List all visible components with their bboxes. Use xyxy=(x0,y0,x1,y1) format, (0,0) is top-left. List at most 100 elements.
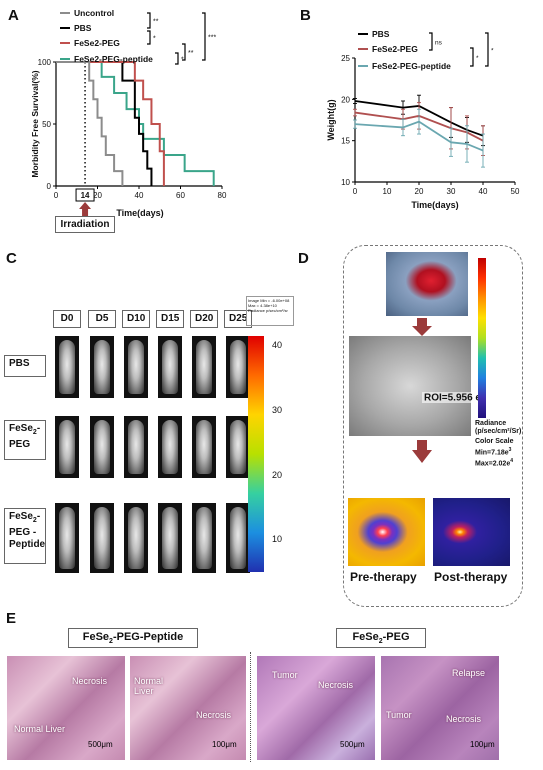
group-label: FeSe2-PEG -Peptide xyxy=(4,508,46,564)
y-tick-label: 100 xyxy=(38,58,52,67)
mouse-image xyxy=(226,336,250,398)
radiance-scale-title: Radiance (p/sec/cm²/Sr) xyxy=(475,420,522,435)
day-label: D20 xyxy=(190,310,218,328)
mouse-body xyxy=(128,340,144,394)
mouse-body xyxy=(162,507,178,569)
label-normal-liver-2: Normal Liver xyxy=(134,676,164,696)
significance-mark: ** xyxy=(153,19,159,26)
scale-min: Min=7.18e3 xyxy=(475,447,512,457)
irradiation-box: Irradiation xyxy=(55,216,115,233)
mouse-body xyxy=(59,340,75,394)
survival-curve xyxy=(56,61,165,186)
x-tick-label: 40 xyxy=(479,187,488,196)
histology-divider xyxy=(250,652,251,762)
histology-image-1 xyxy=(7,656,125,760)
group-label: FeSe2-PEG xyxy=(4,420,46,460)
significance-mark: *** xyxy=(208,35,216,42)
imaging-color-scale xyxy=(248,336,264,572)
mouse-image xyxy=(124,503,148,573)
x-tick-label: 20 xyxy=(415,187,424,196)
weight-line xyxy=(354,111,484,142)
label-necrosis-1: Necrosis xyxy=(72,676,108,686)
significance-bracket xyxy=(182,43,186,61)
x-tick-label: 0 xyxy=(54,191,59,200)
day-label: D0 xyxy=(53,310,81,328)
mouse-body xyxy=(162,420,178,474)
scale-bar-4: 100μm xyxy=(470,740,495,749)
legend-label: FeSe2-PEG-peptide xyxy=(372,61,451,71)
legend-label: Uncontrol xyxy=(74,8,114,18)
x-tick-label: 60 xyxy=(176,191,185,200)
significance-bracket xyxy=(147,12,151,29)
histology-title-right: FeSe2-PEG xyxy=(336,628,426,648)
label-tumor-3: Tumor xyxy=(272,670,298,680)
significance-mark: * xyxy=(153,36,156,43)
weight-line xyxy=(354,120,484,152)
label-tumor-4: Tumor xyxy=(386,710,412,720)
mouse-body xyxy=(230,507,246,569)
mouse-image xyxy=(158,503,182,573)
panel-label-c: C xyxy=(6,250,17,267)
day-label: D15 xyxy=(156,310,184,328)
histology-image-2 xyxy=(130,656,246,760)
x-tick-label: 50 xyxy=(511,187,520,196)
mouse-image xyxy=(158,416,182,478)
mouse-image xyxy=(124,416,148,478)
mouse-image xyxy=(55,416,79,478)
mouse-body xyxy=(196,507,212,569)
group-label: PBS xyxy=(4,355,46,377)
panel-label-a: A xyxy=(8,7,19,24)
mouse-body xyxy=(59,420,75,474)
x-tick-label: 40 xyxy=(135,191,144,200)
imaging-scale-caption: Image Min = -6.00e+08 Max = 4.38e+10 Rad… xyxy=(246,296,294,326)
x-tick-label: 20 xyxy=(93,191,102,200)
day-label: D10 xyxy=(122,310,150,328)
mouse-image xyxy=(90,503,114,573)
day-label: D25 xyxy=(224,310,252,328)
pre-therapy-label: Pre-therapy xyxy=(350,570,417,584)
mouse-body xyxy=(128,420,144,474)
color-scale-label: Color Scale xyxy=(475,438,514,445)
histology-title-left: FeSe2-PEG-Peptide xyxy=(68,628,198,648)
mouse-body xyxy=(94,420,110,474)
x-tick-label: 0 xyxy=(353,187,358,196)
therapy-arrows xyxy=(412,318,432,463)
mouse-body xyxy=(128,507,144,569)
down-arrow-icon xyxy=(412,318,432,336)
significance-bracket xyxy=(485,32,489,67)
significance-mark: ** xyxy=(188,50,194,57)
y-tick-label: 20 xyxy=(341,95,350,104)
survival-curve xyxy=(56,61,153,186)
survival-curve xyxy=(56,61,124,186)
x-axis-label: Time(days) xyxy=(411,200,458,210)
roi-text: ROI=5.956 e xyxy=(424,392,481,404)
x-tick-label: 80 xyxy=(218,191,227,200)
significance-bracket xyxy=(470,47,474,67)
y-tick-label: 25 xyxy=(341,54,350,63)
label-necrosis-3: Necrosis xyxy=(318,680,354,690)
significance-mark: * xyxy=(476,55,479,62)
up-arrow-icon xyxy=(79,202,92,216)
scale-bar-3: 500μm xyxy=(340,740,365,749)
down-arrow-icon xyxy=(412,440,432,463)
y-tick-label: 15 xyxy=(341,137,350,146)
y-tick-label: 0 xyxy=(47,182,52,191)
significance-bracket xyxy=(175,52,179,65)
x-tick-label: 30 xyxy=(447,187,456,196)
scale-bar-1: 500μm xyxy=(88,740,113,749)
scale-bar-2: 100μm xyxy=(212,740,237,749)
y-axis-label: Morbidity Free Survival(%) xyxy=(30,70,40,177)
post-therapy-image xyxy=(433,498,510,566)
significance-bracket xyxy=(202,12,206,61)
mouse-image xyxy=(124,336,148,398)
x-axis-label: Time(days) xyxy=(116,208,163,218)
significance-bracket xyxy=(429,32,433,51)
mouse-image xyxy=(90,336,114,398)
mouse-body xyxy=(162,340,178,394)
histology-image-3 xyxy=(257,656,375,760)
mouse-image xyxy=(226,503,250,573)
mouse-image xyxy=(192,416,216,478)
histology-image-4 xyxy=(381,656,499,760)
radiance-scale xyxy=(478,258,486,418)
scale-tick-label: 10 xyxy=(272,534,283,544)
